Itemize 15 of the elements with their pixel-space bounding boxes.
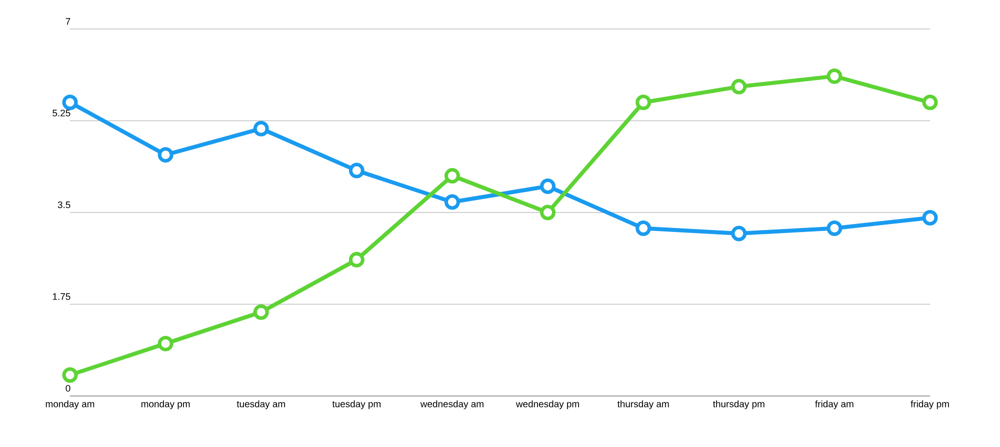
x-tick-label: wednesday pm <box>516 400 579 410</box>
y-tick-label: 5.25 <box>52 110 70 116</box>
y-tick-label: 3.5 <box>58 201 70 208</box>
x-tick-label: thursday am <box>617 400 669 410</box>
y-tick-label: 1.75 <box>52 293 70 300</box>
x-tick-label: tuesday am <box>236 400 285 410</box>
x-tick-label: friday am <box>815 400 854 410</box>
x-tick-label: friday pm <box>910 400 949 410</box>
x-tick-label: wednesday am <box>420 400 484 410</box>
x-tick-label: tuesday pm <box>332 400 380 410</box>
x-tick-label: monday pm <box>141 400 190 410</box>
x-tick-label: thursday pm <box>713 400 764 410</box>
x-tick-label: monday am <box>46 400 94 410</box>
y-tick-label: 0 <box>66 384 70 392</box>
y-tick-label: 7 <box>66 18 70 25</box>
